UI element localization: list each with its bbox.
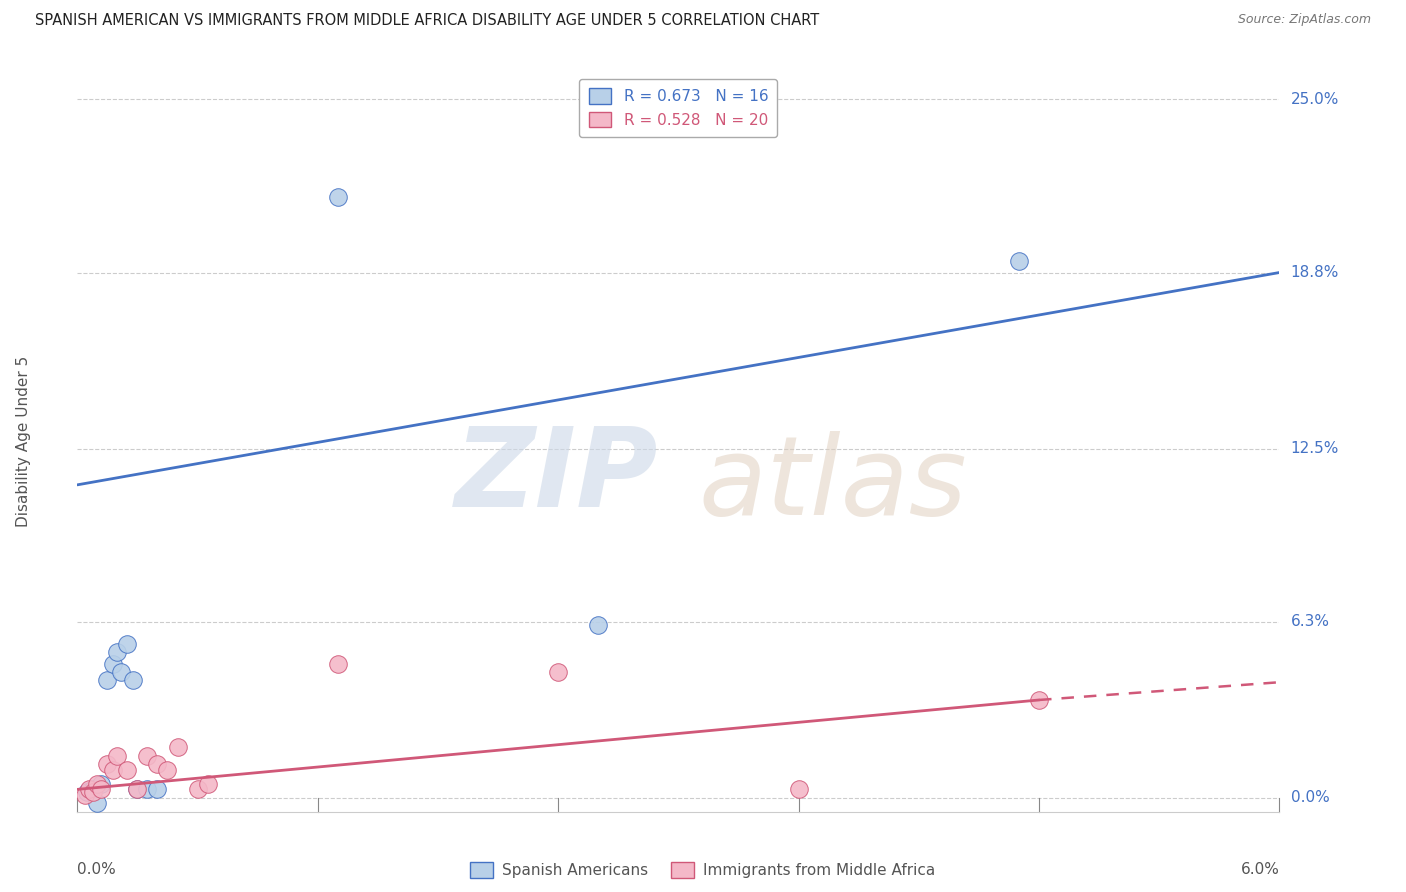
Point [86, 777, 108, 791]
Point [76, 785, 98, 799]
Point [117, 763, 139, 777]
Text: 6.0%: 6.0% [1240, 862, 1279, 877]
Text: SPANISH AMERICAN VS IMMIGRANTS FROM MIDDLE AFRICA DISABILITY AGE UNDER 5 CORRELA: SPANISH AMERICAN VS IMMIGRANTS FROM MIDD… [35, 13, 820, 29]
Point [547, 665, 569, 679]
Point [166, 740, 188, 755]
Point [326, 657, 349, 671]
Point [90, 777, 112, 791]
Point [103, 763, 125, 777]
Text: atlas: atlas [699, 432, 967, 539]
Text: 6.3%: 6.3% [1291, 615, 1330, 629]
Point [110, 665, 132, 679]
Point [96, 673, 118, 688]
Text: Disability Age Under 5: Disability Age Under 5 [15, 356, 31, 527]
Point [122, 673, 145, 688]
Text: 0.0%: 0.0% [77, 862, 117, 877]
Point [79, 782, 101, 797]
Point [1008, 254, 1031, 268]
Point [96, 757, 118, 772]
Point [146, 782, 169, 797]
Point [197, 777, 219, 791]
Point [90, 782, 112, 797]
Legend: Spanish Americans, Immigrants from Middle Africa: Spanish Americans, Immigrants from Middl… [464, 856, 942, 884]
Point [787, 782, 810, 797]
Text: 0.0%: 0.0% [1291, 790, 1329, 805]
Text: ZIP: ZIP [456, 423, 658, 530]
Point [127, 782, 149, 797]
Point [1028, 693, 1050, 707]
Point [588, 617, 610, 632]
Text: 25.0%: 25.0% [1291, 92, 1339, 107]
Legend: R = 0.673   N = 16, R = 0.528   N = 20: R = 0.673 N = 16, R = 0.528 N = 20 [579, 79, 778, 137]
Point [82, 782, 104, 797]
Point [146, 757, 169, 772]
Point [107, 645, 129, 659]
Point [127, 782, 149, 797]
Point [82, 785, 104, 799]
Point [117, 637, 139, 651]
Point [75, 788, 97, 802]
Point [86, 797, 108, 811]
Point [186, 782, 209, 797]
Text: Source: ZipAtlas.com: Source: ZipAtlas.com [1237, 13, 1371, 27]
Point [136, 748, 159, 763]
Point [107, 748, 129, 763]
Point [156, 763, 179, 777]
Text: 12.5%: 12.5% [1291, 441, 1339, 456]
Text: 18.8%: 18.8% [1291, 265, 1339, 280]
Point [326, 190, 349, 204]
Point [103, 657, 125, 671]
Point [136, 782, 159, 797]
